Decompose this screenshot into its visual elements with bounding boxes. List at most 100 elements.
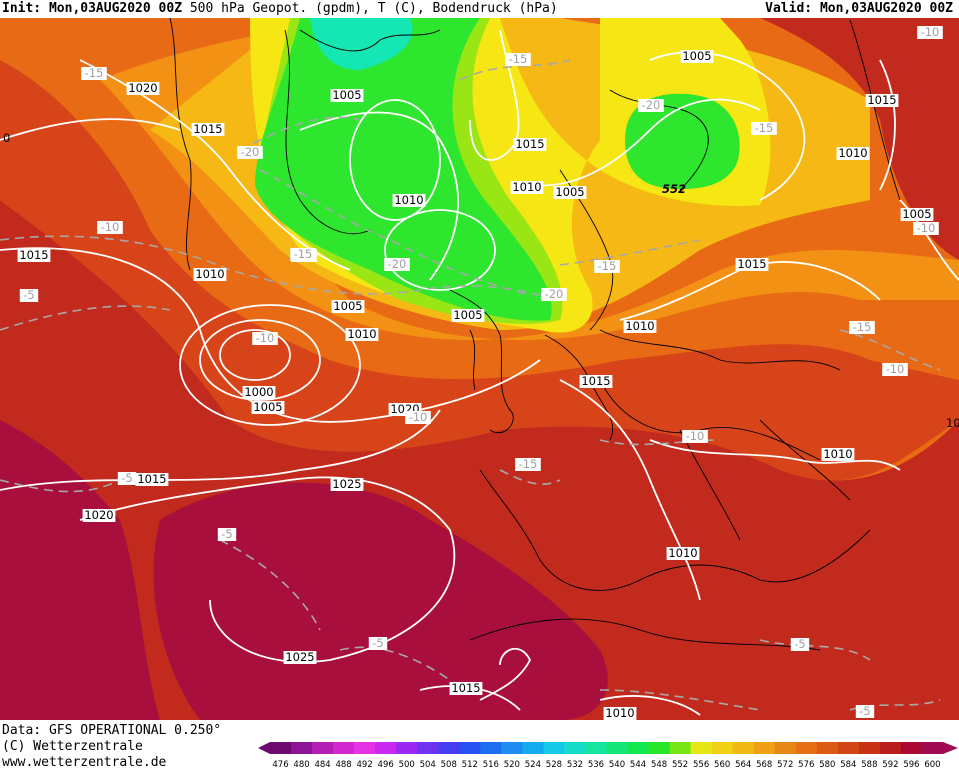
isotherm-label: -5: [121, 471, 132, 485]
isotherm-label: -10: [886, 362, 905, 376]
isobar-label-bg: [283, 651, 317, 664]
valid-info: Valid: Mon,03AUG2020 00Z: [765, 0, 953, 18]
isobar-label: 1015: [451, 681, 480, 695]
legend-value-label: 492: [357, 760, 373, 770]
coastlines: [169, 18, 901, 651]
isobar-label: 1015: [193, 122, 222, 136]
legend-swatch: [753, 742, 776, 754]
isobar-label-bg: [735, 258, 769, 271]
copyright-label: (C) Wetterzentrale: [2, 739, 143, 754]
isobar-label: 1020: [128, 81, 157, 95]
isotherm-label: -20: [642, 98, 661, 112]
isobar-label: 1010: [347, 327, 376, 341]
legend-swatch: [879, 742, 902, 754]
legend-value-label: 556: [693, 760, 709, 770]
legend-value-label: 552: [672, 760, 688, 770]
legend-value-label: 500: [399, 760, 415, 770]
isobar-label: 1025: [285, 650, 314, 664]
legend-value-label: 524: [525, 760, 541, 770]
init-info: Init: Mon,03AUG2020 00Z 500 hPa Geopot. …: [2, 0, 558, 18]
isobar-label-bg: [836, 147, 870, 160]
legend-value-label: 588: [861, 760, 877, 770]
isotherm-label: -10: [409, 410, 428, 424]
isotherm-label-bg: [594, 260, 620, 273]
legend-value-label: 532: [567, 760, 583, 770]
isobar-label: 1005: [332, 88, 361, 102]
legend-value-label: 560: [714, 760, 730, 770]
isotherm-label-bg: [541, 288, 567, 301]
legend-swatch: [522, 742, 544, 754]
isobar-label-bg: [510, 181, 544, 194]
isobar-label: 1005: [453, 308, 482, 322]
isotherm-label-bg: [368, 637, 388, 650]
legend-value-label: 480: [293, 760, 309, 770]
legend-swatch: [606, 742, 629, 754]
isotherm-label: -5: [859, 704, 870, 718]
isobar-label-bg: [623, 320, 657, 333]
isotherm-label: -10: [921, 25, 940, 39]
legend-swatch: [921, 742, 944, 754]
isobar-label-bg: [191, 123, 225, 136]
weather-map: 1020 1015 1005 1015 1010 1010 1005 1005 1015 1015…: [0, 18, 959, 720]
data-source-label: Data: GFS OPERATIONAL 0.250°: [2, 723, 222, 738]
legend-value-label: 568: [756, 760, 772, 770]
legend-value-label: 508: [441, 760, 457, 770]
legend-value-label: 596: [903, 760, 919, 770]
isobar-label: 1010: [838, 146, 867, 160]
isotherm-label: -15: [755, 121, 774, 135]
isobar-label: 1025: [332, 477, 361, 491]
isotherm-label: -15: [294, 247, 313, 261]
isotherm-label: -15: [519, 457, 538, 471]
isotherm-label: -20: [388, 257, 407, 271]
valid-time: Mon,03AUG2020 00Z: [819, 1, 953, 16]
isobar-label-bg: [449, 682, 483, 695]
legend-value-label: 512: [462, 760, 478, 770]
legend-value-label: 540: [609, 760, 625, 770]
legend-value-label: 488: [335, 760, 351, 770]
legend-value-label: 584: [840, 760, 856, 770]
legend-swatch: [459, 742, 481, 754]
isobar-label-bg: [331, 300, 365, 313]
isotherm-label: -20: [545, 287, 564, 301]
isobar-label: 1015: [515, 137, 544, 151]
isobar-label-bg: [451, 309, 485, 322]
isotherm-label-bg: [19, 289, 39, 302]
isobar-label: 1020: [84, 508, 113, 522]
legend-value-label: 476: [272, 760, 288, 770]
isobar-label-bg: [330, 478, 364, 491]
legend-value-label: 528: [546, 760, 562, 770]
isobar-label-bg: [17, 249, 51, 262]
isobar-label-bg: [513, 138, 547, 151]
isotherm-label-bg: [515, 458, 541, 471]
legend-swatch: [396, 742, 418, 754]
isobar-label: 1015: [581, 374, 610, 388]
legend-swatch: [354, 742, 376, 754]
legend-value-label: 544: [630, 760, 646, 770]
isotherm-label: -15: [598, 259, 617, 273]
isobar-label-bg: [603, 707, 637, 720]
isobar-label: 1000: [244, 385, 273, 399]
isotherm-label: -10: [101, 220, 120, 234]
isotherm-label-bg: [97, 221, 123, 234]
legend-value-label: 516: [483, 760, 499, 770]
isotherm-label-bg: [405, 411, 431, 424]
legend-value-label: 504: [420, 760, 436, 770]
isobar-label: 1005: [902, 207, 931, 221]
legend-swatch: [564, 742, 586, 754]
isobar-label-bg: [135, 473, 169, 486]
geopotential-label-552: 552: [662, 182, 686, 196]
isotherm-label: -20: [241, 145, 260, 159]
isotherm-label-bg: [855, 705, 875, 718]
isobar-label-bg: [900, 208, 934, 221]
isobar-label-bg: [251, 401, 285, 414]
isotherm-label: -10: [917, 221, 936, 235]
legend-arrow-right: [943, 742, 958, 754]
legend-swatch: [270, 742, 292, 754]
isotherm-label-bg: [505, 53, 531, 66]
isotherm-label: -5: [372, 636, 383, 650]
legend-swatch: [837, 742, 860, 754]
color-scale-legend: 476 480 484 488 492 496 500 504 508 512 516 520 524 5…: [258, 742, 958, 770]
legend-swatch: [690, 742, 713, 754]
isobar-label: 1005: [333, 299, 362, 313]
isobar-label-bg: [82, 509, 116, 522]
